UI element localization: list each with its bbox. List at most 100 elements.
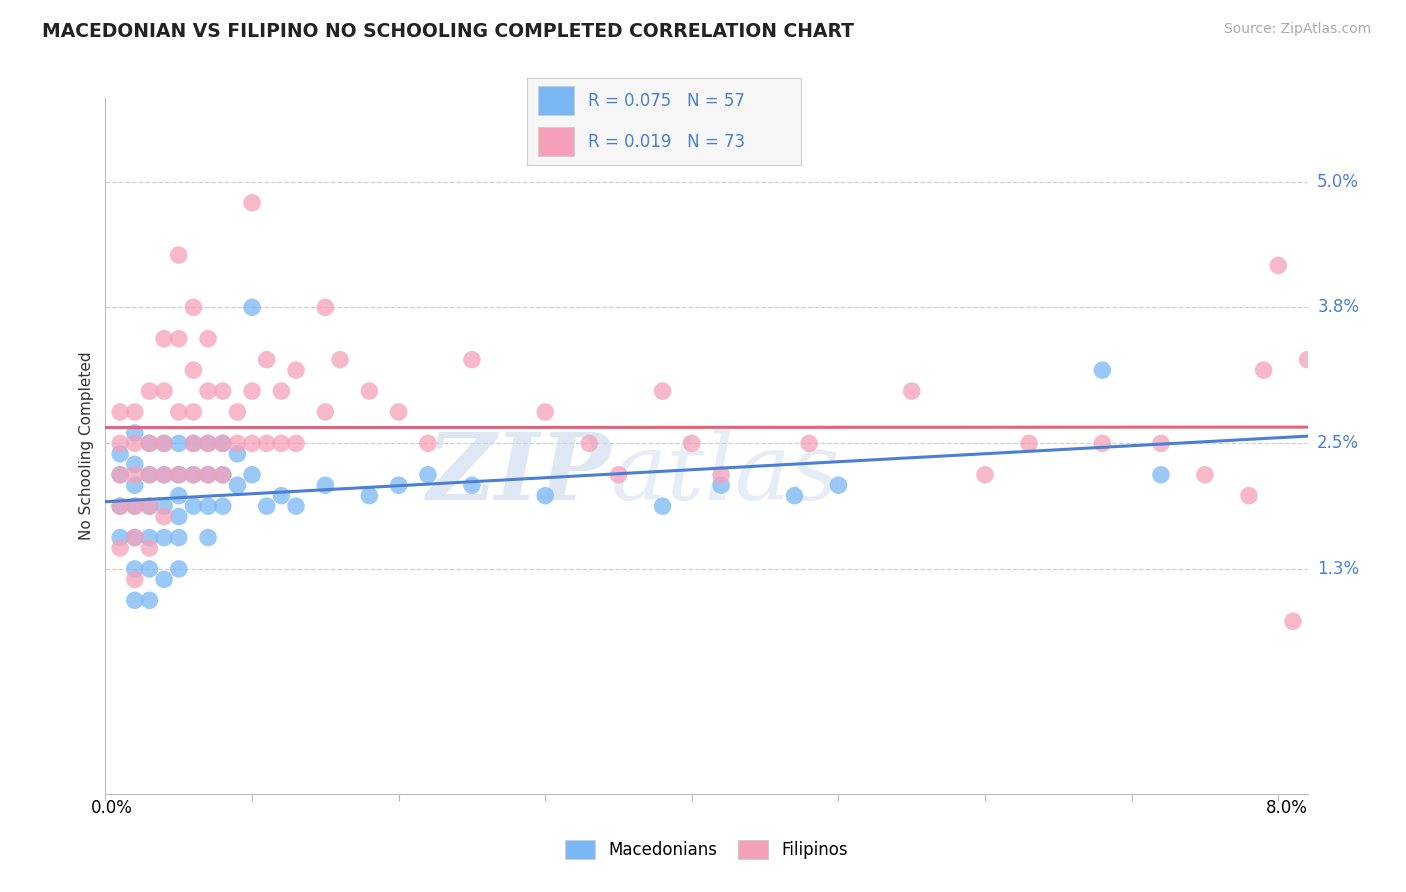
Point (256, 352, 278, 367)
Point (1018, 436, 1040, 450)
Bar (538, 87, 574, 115)
Point (167, 467, 190, 482)
Point (651, 499, 673, 513)
Point (183, 301, 205, 315)
Point (138, 499, 160, 513)
Point (124, 478, 146, 492)
Point (211, 436, 233, 450)
Point (124, 467, 146, 482)
Point (124, 531, 146, 545)
Point (197, 531, 219, 545)
Point (226, 436, 249, 450)
Point (124, 458, 146, 472)
Point (167, 332, 190, 346)
Point (153, 332, 176, 346)
Point (138, 531, 160, 545)
Point (197, 436, 219, 450)
Point (124, 499, 146, 513)
Text: Source: ZipAtlas.com: Source: ZipAtlas.com (1223, 22, 1371, 37)
Point (388, 478, 411, 492)
Point (167, 436, 190, 450)
Point (534, 489, 557, 503)
Point (710, 467, 733, 482)
Point (534, 405, 557, 419)
Point (138, 467, 160, 482)
Point (1253, 363, 1275, 377)
Point (240, 467, 263, 482)
Point (167, 467, 190, 482)
Point (359, 384, 381, 398)
Point (827, 478, 849, 492)
Point (197, 332, 219, 346)
Point (974, 467, 997, 482)
Point (153, 436, 176, 450)
Point (183, 467, 205, 482)
Point (124, 562, 146, 576)
Point (108, 467, 131, 482)
Point (138, 593, 160, 607)
Point (138, 436, 160, 450)
Text: R = 0.019   N = 73: R = 0.019 N = 73 (588, 133, 745, 151)
Point (416, 467, 439, 482)
Point (183, 436, 205, 450)
Point (270, 384, 292, 398)
Point (285, 363, 308, 377)
Point (138, 467, 160, 482)
Point (197, 467, 219, 482)
Point (183, 436, 205, 450)
Point (124, 573, 146, 587)
Point (359, 489, 381, 503)
Point (783, 489, 806, 503)
Text: 2.5%: 2.5% (1317, 434, 1360, 452)
Text: ZIP: ZIP (426, 429, 610, 519)
Point (314, 478, 336, 492)
Point (285, 436, 308, 450)
Point (108, 467, 131, 482)
Point (138, 436, 160, 450)
Point (153, 467, 176, 482)
Point (183, 363, 205, 377)
Point (226, 405, 249, 419)
Point (1150, 436, 1173, 450)
Point (240, 384, 263, 398)
Point (138, 499, 160, 513)
Point (153, 509, 176, 524)
Point (211, 467, 233, 482)
Point (1267, 259, 1289, 273)
Point (124, 499, 146, 513)
Point (124, 425, 146, 440)
Point (124, 405, 146, 419)
Point (900, 384, 922, 398)
Text: 5.0%: 5.0% (1317, 173, 1360, 191)
Point (167, 509, 190, 524)
Point (167, 531, 190, 545)
Point (240, 436, 263, 450)
Point (108, 541, 131, 555)
Point (416, 436, 439, 450)
Point (240, 301, 263, 315)
Point (197, 467, 219, 482)
Point (108, 447, 131, 461)
Point (1237, 489, 1260, 503)
Point (1296, 352, 1319, 367)
Point (138, 562, 160, 576)
Point (226, 447, 249, 461)
Point (197, 499, 219, 513)
Point (124, 436, 146, 450)
Point (108, 436, 131, 450)
Point (138, 384, 160, 398)
Point (167, 489, 190, 503)
Point (256, 436, 278, 450)
Point (256, 499, 278, 513)
Point (226, 478, 249, 492)
Point (211, 384, 233, 398)
Point (388, 405, 411, 419)
Text: 0.0%: 0.0% (91, 799, 132, 817)
Text: 1.3%: 1.3% (1317, 560, 1360, 578)
Point (167, 248, 190, 262)
Point (314, 405, 336, 419)
Point (108, 531, 131, 545)
Point (1091, 436, 1114, 450)
Text: atlas: atlas (610, 429, 839, 519)
Point (710, 478, 733, 492)
